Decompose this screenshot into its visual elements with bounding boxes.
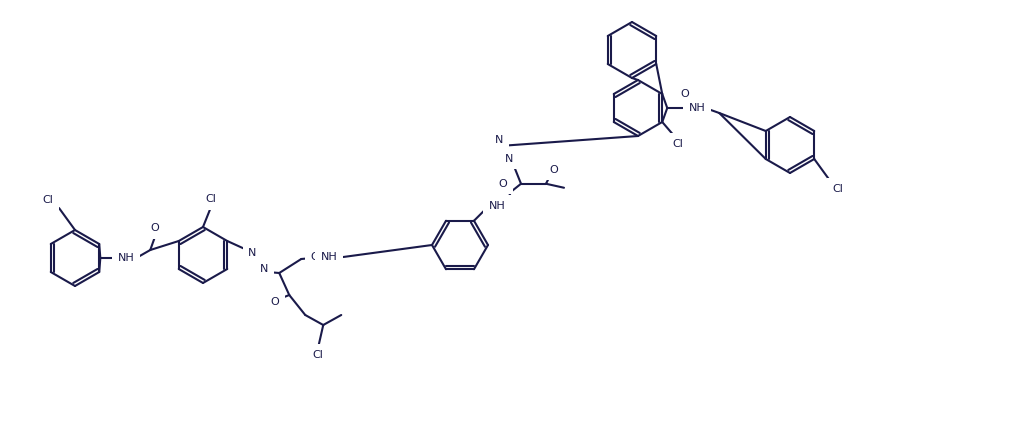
Text: Cl: Cl [673, 139, 683, 149]
Text: O: O [499, 179, 507, 189]
Text: N: N [248, 248, 256, 258]
Text: NH: NH [118, 253, 135, 263]
Text: Cl: Cl [42, 195, 54, 205]
Text: NH: NH [688, 103, 706, 113]
Text: Cl: Cl [206, 194, 216, 204]
Text: Cl: Cl [832, 184, 844, 194]
Text: N: N [495, 135, 503, 145]
Text: N: N [505, 154, 513, 164]
Text: N: N [260, 264, 269, 274]
Text: O: O [681, 89, 689, 99]
Text: O: O [549, 165, 559, 175]
Text: O: O [311, 252, 320, 262]
Text: NH: NH [489, 201, 505, 211]
Text: O: O [151, 223, 159, 233]
Text: O: O [271, 297, 280, 307]
Text: NH: NH [321, 252, 338, 262]
Text: Cl: Cl [313, 350, 324, 360]
